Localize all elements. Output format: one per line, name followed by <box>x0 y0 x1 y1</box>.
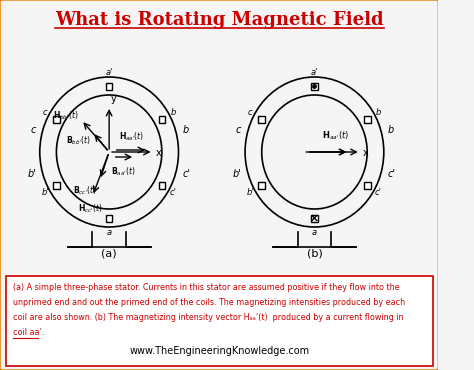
Text: b': b' <box>233 169 241 179</box>
Text: x: x <box>155 148 161 158</box>
Text: a: a <box>107 228 112 236</box>
Text: c': c' <box>182 169 190 179</box>
FancyBboxPatch shape <box>106 83 112 90</box>
Text: coil aa’.: coil aa’. <box>13 328 45 337</box>
FancyBboxPatch shape <box>364 182 371 188</box>
Text: c': c' <box>170 188 177 196</box>
Text: x: x <box>363 148 368 158</box>
FancyBboxPatch shape <box>53 182 60 188</box>
FancyBboxPatch shape <box>53 115 60 122</box>
FancyBboxPatch shape <box>311 83 318 90</box>
FancyBboxPatch shape <box>311 215 318 222</box>
Text: www.TheEngineeringKnowledge.com: www.TheEngineeringKnowledge.com <box>129 346 309 356</box>
FancyBboxPatch shape <box>258 182 265 188</box>
FancyBboxPatch shape <box>258 115 265 122</box>
Text: $\mathbf{H}_{aa^{\prime}}(t)$: $\mathbf{H}_{aa^{\prime}}(t)$ <box>322 130 349 142</box>
FancyBboxPatch shape <box>6 276 433 366</box>
Text: $\mathbf{H}_{bb^{\prime}}(t)$: $\mathbf{H}_{bb^{\prime}}(t)$ <box>53 110 79 122</box>
Text: b': b' <box>41 188 49 196</box>
Text: What is Rotating Magnetic Field: What is Rotating Magnetic Field <box>55 11 383 29</box>
FancyBboxPatch shape <box>159 115 165 122</box>
Text: a: a <box>312 228 317 236</box>
Text: $\mathbf{B}_{bb^{\prime}}(t)$: $\mathbf{B}_{bb^{\prime}}(t)$ <box>66 134 91 147</box>
FancyBboxPatch shape <box>159 182 165 188</box>
FancyBboxPatch shape <box>106 215 112 222</box>
Text: unprimed end and out the primed end of the coils. The magnetizing intensities pr: unprimed end and out the primed end of t… <box>13 298 405 307</box>
Text: b: b <box>182 125 189 135</box>
Text: b: b <box>171 108 176 117</box>
Text: c': c' <box>388 169 395 179</box>
Text: c: c <box>248 108 253 117</box>
Text: coil are also shown. (b) The magnetizing intensity vector Hₐₐ’(t)  produced by a: coil are also shown. (b) The magnetizing… <box>13 313 403 322</box>
Text: b': b' <box>246 188 254 196</box>
FancyBboxPatch shape <box>364 115 371 122</box>
Text: (a) A simple three-phase stator. Currents in this stator are assumed positive if: (a) A simple three-phase stator. Current… <box>13 283 400 292</box>
Text: b': b' <box>27 169 36 179</box>
Text: y: y <box>111 94 117 104</box>
Text: $\mathbf{B}_{aa^{\prime}}(t)$: $\mathbf{B}_{aa^{\prime}}(t)$ <box>111 165 135 178</box>
Text: c: c <box>236 125 241 135</box>
Text: b: b <box>388 125 394 135</box>
Text: $\mathbf{H}_{cc^{\prime}}(t)$: $\mathbf{H}_{cc^{\prime}}(t)$ <box>78 202 103 215</box>
FancyBboxPatch shape <box>0 0 439 370</box>
Text: (a): (a) <box>101 249 117 259</box>
Text: $\mathbf{H}_{aa^{\prime}}(t)$: $\mathbf{H}_{aa^{\prime}}(t)$ <box>119 131 144 143</box>
Text: c: c <box>43 108 47 117</box>
Text: c': c' <box>375 188 382 196</box>
Text: c: c <box>31 125 36 135</box>
Text: $\mathbf{B}_{cc^{\prime}}(t)$: $\mathbf{B}_{cc^{\prime}}(t)$ <box>73 184 97 196</box>
Text: a': a' <box>311 67 318 77</box>
Text: (b): (b) <box>307 249 322 259</box>
Text: b: b <box>376 108 381 117</box>
Text: a': a' <box>105 67 113 77</box>
